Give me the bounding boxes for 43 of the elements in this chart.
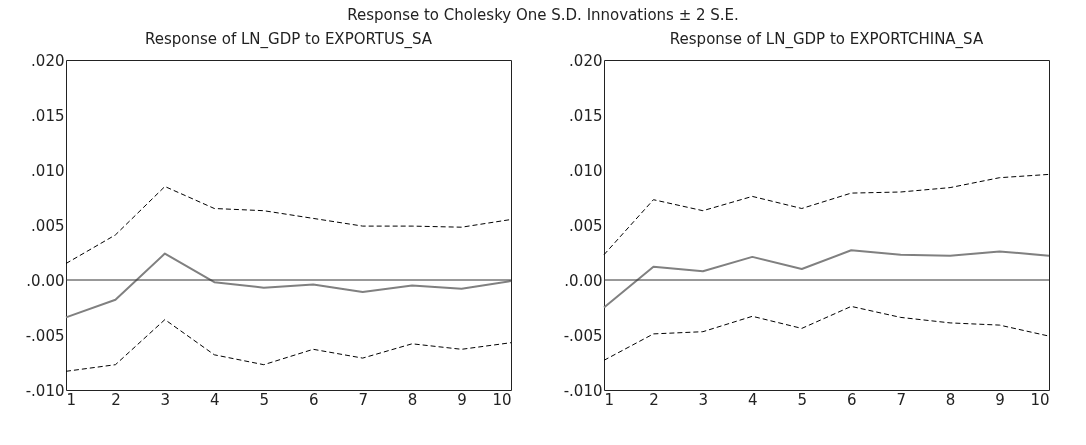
y-tick-label: .015 <box>569 106 603 125</box>
y-tick-label: -.005 <box>563 326 603 345</box>
line-series <box>65 319 512 372</box>
x-tick-label: 4 <box>210 390 220 409</box>
x-tick-label: 3 <box>160 390 171 409</box>
x-tick-label: 9 <box>995 390 1005 409</box>
x-tick-label: 3 <box>698 390 709 409</box>
line-series <box>65 252 512 319</box>
x-tick-label: 10 <box>492 390 512 409</box>
y-tick-label: .020 <box>31 51 65 70</box>
chart-title: Response of LN_GDP to EXPORTUS_SA <box>144 30 433 49</box>
x-tick-label: 4 <box>748 390 758 409</box>
x-tick-label: 6 <box>308 390 319 409</box>
x-tick-label: 5 <box>259 390 270 409</box>
x-tick-label: 2 <box>649 390 659 409</box>
y-tick-label: .015 <box>31 106 65 125</box>
x-tick-label: 5 <box>797 390 808 409</box>
y-tick-label: .020 <box>569 51 603 70</box>
chart-title: Response of LN_GDP to EXPORTCHINA_SA <box>669 30 984 49</box>
x-tick-label: 8 <box>407 390 418 409</box>
y-tick-label: .005 <box>569 216 603 235</box>
line-series <box>603 249 1050 309</box>
line-series <box>65 186 512 264</box>
x-tick-label: 1 <box>604 390 615 409</box>
y-tick-label: .0.00 <box>564 271 603 290</box>
line-series <box>603 305 1050 361</box>
x-tick-label: 7 <box>896 390 906 409</box>
y-tick-label: .010 <box>31 161 65 180</box>
x-tick-label: 2 <box>111 390 121 409</box>
line-series <box>603 173 1050 256</box>
x-tick-label: 10 <box>1030 390 1050 409</box>
y-tick-label: .005 <box>31 216 65 235</box>
y-tick-label: .010 <box>569 161 603 180</box>
text: Response to Cholesky One S.D. Innovations ± 2 S.E. <box>346 6 740 24</box>
x-tick-label: 8 <box>945 390 956 409</box>
x-tick-label: 7 <box>358 390 368 409</box>
x-tick-label: 9 <box>457 390 467 409</box>
y-tick-label: -.010 <box>25 381 65 400</box>
y-tick-label: .0.00 <box>26 271 65 290</box>
x-tick-label: 1 <box>66 390 77 409</box>
y-tick-label: -.010 <box>563 381 603 400</box>
y-tick-label: -.005 <box>25 326 65 345</box>
x-tick-label: 6 <box>846 390 857 409</box>
